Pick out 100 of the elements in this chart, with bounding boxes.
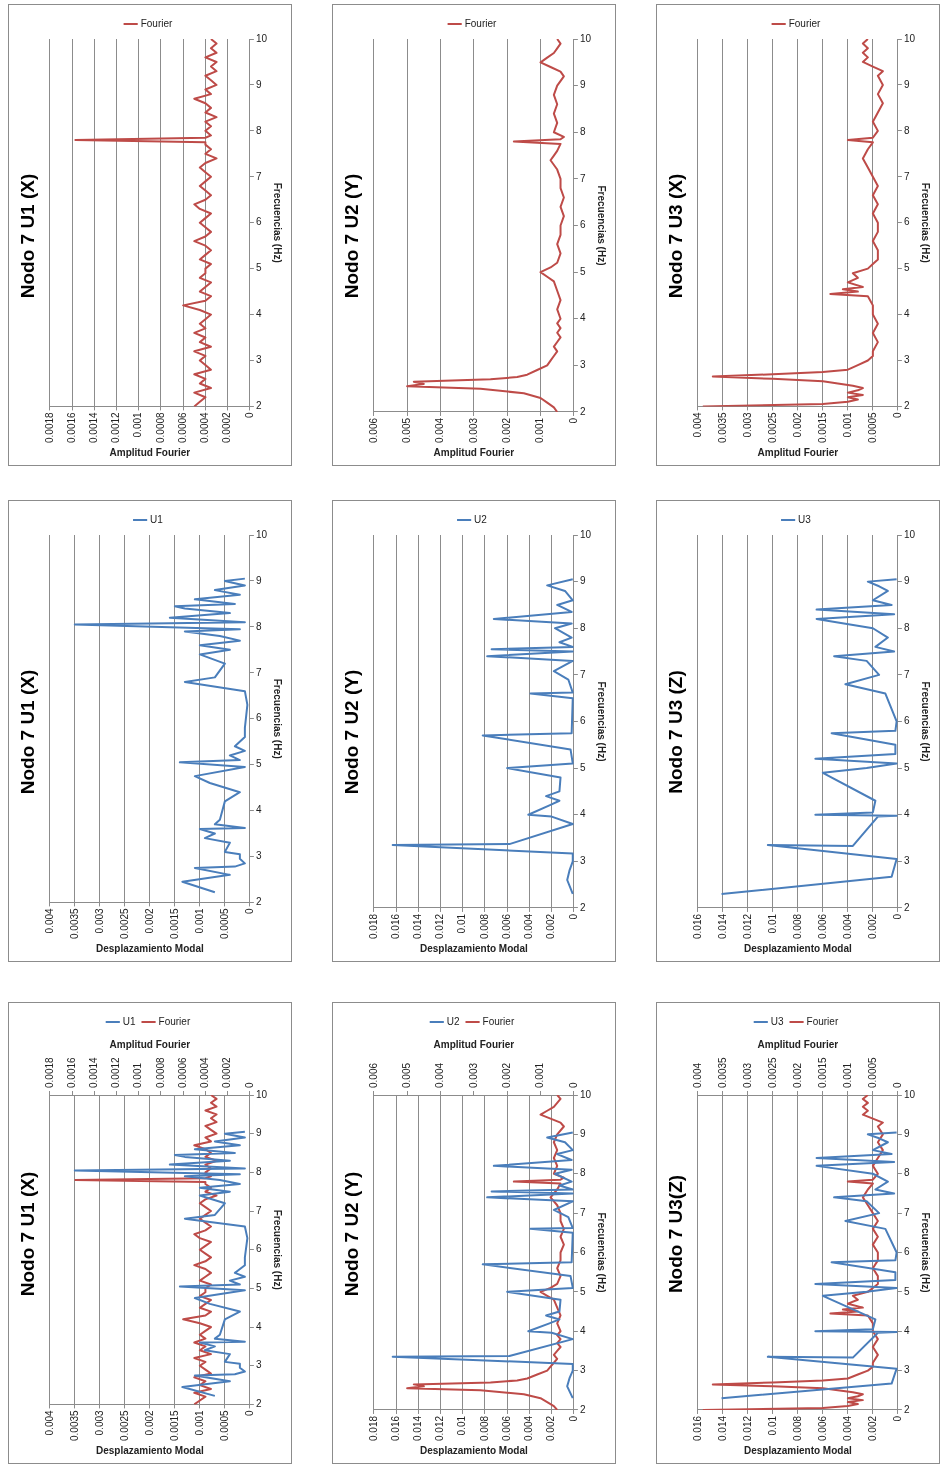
- x-tick-label: 0.0025: [118, 1409, 130, 1442]
- x-tick-label: 0.008: [478, 1415, 490, 1442]
- legend-label: U2: [474, 513, 488, 525]
- x-tick-label: 0.0002: [221, 411, 233, 444]
- y-tick-label: 8: [579, 1167, 586, 1179]
- text: Nodo 7 U3 (Z): [664, 670, 686, 794]
- y-tick-label: 6: [903, 1246, 910, 1258]
- x-tick-label: 0.018: [367, 913, 379, 940]
- x-tick-label: 0.001: [193, 1409, 205, 1436]
- y-tick-label: 10: [903, 1088, 916, 1100]
- x-tick-label: 0.012: [741, 913, 753, 940]
- x2-tick-label: 0.0005: [866, 1056, 878, 1088]
- y-tick-label: 7: [579, 172, 586, 184]
- text: Nodo 7 U1 (X): [16, 173, 38, 299]
- x-tick-label: 0.006: [500, 1415, 512, 1442]
- y-tick-label: 5: [579, 761, 586, 773]
- x-tick-label: 0.0005: [218, 907, 230, 940]
- x-tick-label: 0.008: [478, 913, 490, 940]
- y-tick-label: 10: [255, 528, 268, 540]
- x-tick-label: 0.006: [816, 1415, 828, 1442]
- x-tick-label: 0.006: [500, 913, 512, 940]
- legend-label: U3: [798, 513, 812, 525]
- y-tick-label: 5: [255, 262, 262, 274]
- y-tick-label: 3: [579, 359, 586, 371]
- legend-label: Fourier: [482, 1015, 515, 1027]
- x-tick-label: 0.0016: [65, 411, 77, 444]
- y-tick-label: 8: [255, 620, 262, 632]
- x-tick-label: 0.0005: [866, 411, 878, 444]
- y-tick-label: 7: [903, 668, 910, 680]
- x2-tick-label: 0.0025: [766, 1056, 778, 1088]
- text: Nodo 7 U2 (Y): [340, 173, 362, 299]
- x2-tick-label: 0.002: [500, 1062, 512, 1088]
- x-tick-label: 0.004: [523, 1415, 535, 1442]
- x-tick-label: 0.0014: [88, 411, 100, 444]
- x2-axis-title: Amplitud Fourier: [433, 1038, 515, 1050]
- y-tick-label: 7: [903, 1206, 910, 1218]
- x2-tick-label: 0.006: [367, 1062, 379, 1088]
- x-tick-label: 0.016: [691, 913, 703, 940]
- x-tick-label: 0: [567, 913, 579, 920]
- x-tick-label: 0.0035: [716, 411, 728, 444]
- x-tick-label: 0.002: [791, 411, 803, 438]
- x2-tick-label: 0.001: [534, 1062, 546, 1088]
- x-tick-label: 0.004: [691, 411, 703, 438]
- y-tick-label: 6: [579, 715, 586, 727]
- legend-label: U2: [446, 1015, 460, 1027]
- x-tick-label: 0: [891, 411, 903, 418]
- y-tick-label: 3: [903, 855, 910, 867]
- x-tick-label: 0.001: [132, 411, 144, 438]
- x-tick-label: 0.004: [434, 417, 446, 444]
- y-tick-label: 3: [255, 850, 262, 862]
- x-tick-label: 0.002: [866, 1415, 878, 1442]
- y-tick-label: 4: [903, 1324, 910, 1336]
- y-tick-label: 10: [255, 1088, 268, 1100]
- x-tick-label: 0.002: [545, 913, 557, 940]
- legend-label: Fourier: [158, 1015, 191, 1027]
- x-tick-label: 0.014: [716, 913, 728, 940]
- x-tick-label: 0.004: [841, 913, 853, 940]
- x-axis-title: Desplazamiento Modal: [95, 942, 204, 954]
- x-tick-label: 0.002: [545, 1415, 557, 1442]
- x-tick-label: 0.014: [412, 913, 424, 940]
- x-tick-label: 0.003: [93, 907, 105, 934]
- x-tick-label: 0.0006: [176, 411, 188, 444]
- y-tick-label: 5: [255, 1282, 262, 1294]
- x-tick-label: 0: [243, 1409, 255, 1416]
- x-tick-label: 0.016: [389, 1415, 401, 1442]
- text: Nodo 7 U2 (Y): [340, 669, 362, 795]
- y-tick-label: 8: [579, 125, 586, 137]
- x-tick-label: 0.01: [456, 1415, 468, 1436]
- x-tick-label: 0.0025: [766, 411, 778, 444]
- x2-tick-label: 0.002: [791, 1062, 803, 1088]
- legend-label: Fourier: [806, 1015, 839, 1027]
- y-axis-title: Frecuencias (Hz): [920, 182, 932, 263]
- y-tick-label: 5: [579, 1285, 586, 1297]
- x-tick-label: 0.0035: [68, 1409, 80, 1442]
- y-axis-title: Frecuencias (Hz): [272, 678, 284, 759]
- x-tick-label: 0.008: [791, 913, 803, 940]
- y-axis-title: Frecuencias (Hz): [596, 185, 608, 266]
- x-tick-label: 0: [243, 411, 255, 418]
- x2-tick-label: 0.001: [132, 1062, 144, 1088]
- y-tick-label: 4: [255, 804, 262, 816]
- x-axis-title: Desplazamiento Modal: [743, 1444, 852, 1456]
- x-tick-label: 0.006: [816, 913, 828, 940]
- y-tick-label: 10: [255, 32, 268, 44]
- x2-tick-label: 0.0012: [110, 1056, 122, 1088]
- x2-tick-label: 0: [243, 1082, 255, 1088]
- x-tick-label: 0: [567, 417, 579, 424]
- x-tick-label: 0.0018: [43, 411, 55, 444]
- y-tick-label: 8: [903, 1167, 910, 1179]
- y-tick-label: 4: [255, 1320, 262, 1332]
- x-tick-label: 0.002: [143, 1409, 155, 1436]
- y-tick-label: 6: [903, 715, 910, 727]
- x-tick-label: 0.012: [434, 913, 446, 940]
- y-axis-title: Frecuencias (Hz): [596, 1212, 608, 1293]
- y-tick-label: 4: [579, 1324, 586, 1336]
- y-tick-label: 9: [903, 575, 910, 587]
- x-axis-title: Amplitud Fourier: [757, 446, 839, 458]
- x2-tick-label: 0: [891, 1082, 903, 1088]
- x2-tick-label: 0.0014: [88, 1056, 100, 1088]
- y-tick-label: 8: [255, 124, 262, 136]
- x-tick-label: 0: [891, 1415, 903, 1422]
